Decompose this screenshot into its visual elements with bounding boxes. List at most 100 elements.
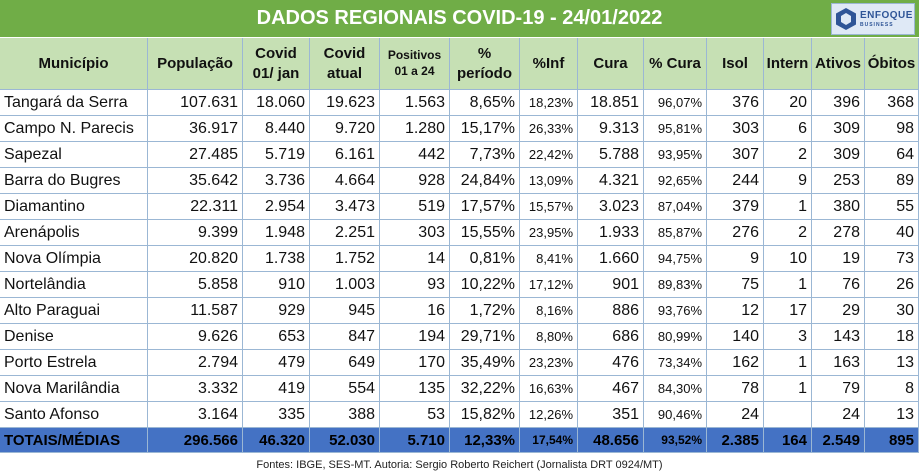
total-text: 48.656 [593, 431, 639, 449]
header-text: período [457, 64, 512, 82]
table-cell: 18.060 [243, 90, 310, 116]
cell-text: 1 [798, 275, 807, 293]
cell-text: 93,76% [657, 303, 702, 318]
cell-text: 73 [896, 249, 914, 267]
table-cell: 9.626 [148, 324, 243, 350]
table-cell: 945 [310, 298, 380, 324]
total-cell: TOTAIS/MÉDIAS [0, 428, 148, 453]
cell-text: 55 [896, 197, 914, 215]
table-cell: 3 [764, 324, 812, 350]
table-cell: 9 [707, 246, 764, 272]
table-cell: 13 [865, 402, 919, 428]
cell-text: 519 [418, 197, 445, 215]
cell-text: 3.332 [197, 379, 238, 397]
cell-text: 140 [732, 327, 759, 345]
cell-text: 1.563 [404, 93, 445, 111]
cell-text: 9.720 [334, 119, 375, 137]
table-cell: 64 [865, 142, 919, 168]
table-cell: 163 [812, 350, 865, 376]
table-cell: 1 [764, 194, 812, 220]
total-cell: 46.320 [243, 428, 310, 453]
cell-text: 18.851 [590, 93, 639, 111]
table-cell: 96,07% [644, 90, 707, 116]
table-cell: 8 [865, 376, 919, 402]
table-cell: 2 [764, 142, 812, 168]
table-cell: 303 [380, 220, 450, 246]
table-cell: 1.738 [243, 246, 310, 272]
header-cell: Ativos [812, 38, 865, 90]
table-cell: 910 [243, 272, 310, 298]
cell-text: 16,63% [528, 381, 573, 396]
table-cell: 3.332 [148, 376, 243, 402]
header-text: 01 a 24 [394, 63, 435, 78]
header-text: Isol [722, 54, 748, 72]
table-cell: 307 [707, 142, 764, 168]
table-cell: 13 [865, 350, 919, 376]
cell-text: 26 [896, 275, 914, 293]
total-text: 2.385 [721, 431, 759, 449]
table-cell: 12,26% [520, 402, 578, 428]
cell-text: 388 [348, 405, 375, 423]
table-cell: 93,95% [644, 142, 707, 168]
table-cell [764, 402, 812, 428]
header-cell: % Cura [644, 38, 707, 90]
table-cell: 1.280 [380, 116, 450, 142]
table-cell: 135 [380, 376, 450, 402]
cell-text: 23,23% [528, 355, 573, 370]
table-cell: 379 [707, 194, 764, 220]
cell-text: 94,75% [657, 251, 702, 266]
cell-text: 303 [732, 119, 759, 137]
cell-text: 9 [798, 171, 807, 189]
table-cell: 11.587 [148, 298, 243, 324]
table-cell: 24,84% [450, 168, 520, 194]
cell-text: 29,71% [460, 327, 515, 345]
table-cell: 15,82% [450, 402, 520, 428]
cell-text: 20 [789, 93, 807, 111]
cell-text: 649 [348, 353, 375, 371]
cell-text: 8,16% [536, 303, 573, 318]
table-cell: 95,81% [644, 116, 707, 142]
cell-text: 84,30% [657, 381, 702, 396]
table-cell: 4.664 [310, 168, 380, 194]
table-cell: 376 [707, 90, 764, 116]
cell-text: 10 [789, 249, 807, 267]
table-cell: 16 [380, 298, 450, 324]
table-cell: 8.440 [243, 116, 310, 142]
cell-text: 9 [750, 249, 759, 267]
total-cell: 5.710 [380, 428, 450, 453]
cell-text: 686 [612, 327, 639, 345]
header-cell: % período [450, 38, 520, 90]
cell-text: 96,07% [657, 95, 702, 110]
table-cell: 89,83% [644, 272, 707, 298]
table-cell: 79 [812, 376, 865, 402]
total-cell: 17,54% [520, 428, 578, 453]
cell-text: 89 [896, 171, 914, 189]
table-cell: 2.251 [310, 220, 380, 246]
cell-text: 379 [732, 197, 759, 215]
table-cell: 1 [764, 272, 812, 298]
cell-text: 26,33% [528, 121, 573, 136]
table-cell: 335 [243, 402, 310, 428]
total-text: 52.030 [329, 431, 375, 449]
total-cell: 2.549 [812, 428, 865, 453]
table-cell: 55 [865, 194, 919, 220]
cell-text: 945 [348, 301, 375, 319]
table-cell: 309 [812, 116, 865, 142]
cell-text: 1.660 [598, 249, 639, 267]
table-cell: Nova Marilândia [0, 376, 148, 402]
cell-text: 3.023 [598, 197, 639, 215]
table-cell: 303 [707, 116, 764, 142]
table-cell: 2.954 [243, 194, 310, 220]
total-text: 164 [781, 431, 807, 449]
table-cell: Santo Afonso [0, 402, 148, 428]
cell-text: 4.664 [334, 171, 375, 189]
cell-text: 93,95% [657, 147, 702, 162]
table-cell: 653 [243, 324, 310, 350]
table-cell: 13,09% [520, 168, 578, 194]
cell-text: 0,81% [469, 249, 515, 267]
cell-text: 8,80% [536, 329, 573, 344]
table-cell: 1 [764, 376, 812, 402]
cell-text: 442 [418, 145, 445, 163]
table-cell: 16,63% [520, 376, 578, 402]
table-cell: 0,81% [450, 246, 520, 272]
